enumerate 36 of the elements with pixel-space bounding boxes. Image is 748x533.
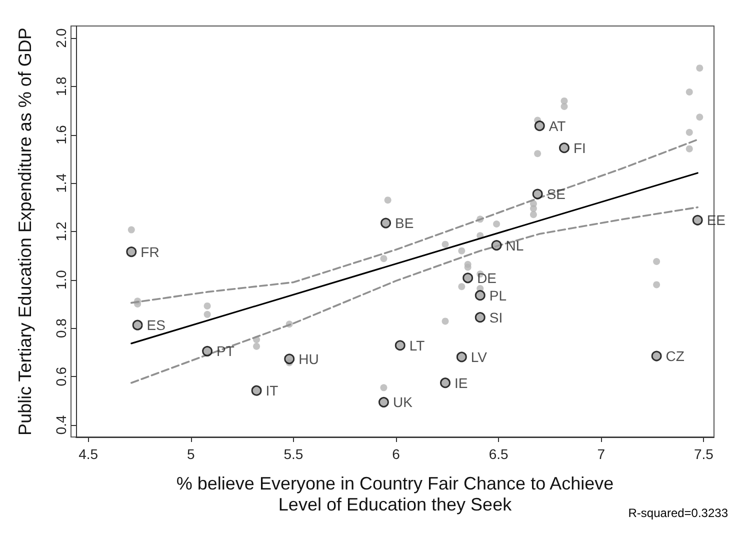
x-tick-label: 7.5 xyxy=(694,446,714,462)
data-label: ES xyxy=(146,317,166,334)
data-label: IE xyxy=(454,374,468,391)
y-axis-title: Public Tertiary Education Expenditure as % of GDP xyxy=(15,28,35,436)
x-tick-label: 7 xyxy=(597,446,606,462)
data-label: CZ xyxy=(666,348,685,364)
data-label: SI xyxy=(489,309,503,326)
data-label: NL xyxy=(506,237,524,254)
data-label: FI xyxy=(573,140,586,156)
y-tick-label: 1.4 xyxy=(53,173,69,193)
data-label: IT xyxy=(266,382,279,399)
text: R-squared=0.3233 xyxy=(628,506,728,520)
data-label: PL xyxy=(489,287,507,304)
x-axis-title: % believe Everyone in Country Fair Chance to Achieve Level of Education they Seek xyxy=(176,474,614,514)
data-label: FR xyxy=(140,244,160,260)
y-tick-label: 1.0 xyxy=(53,270,69,290)
y-tick-label: 1.6 xyxy=(53,124,69,145)
x-tick-label: 6 xyxy=(392,446,400,462)
data-label: BE xyxy=(395,215,414,232)
x-tick-label: 5 xyxy=(186,446,195,462)
y-tick-label: 0.6 xyxy=(53,366,69,386)
data-label: DE xyxy=(477,270,497,286)
y-tick-label: 0.4 xyxy=(53,414,69,435)
x-tick-label: 6.5 xyxy=(488,446,509,462)
data-label: PT xyxy=(216,343,235,360)
data-label: AT xyxy=(548,118,566,134)
data-label: UK xyxy=(392,394,414,410)
y-tick-label: 1.2 xyxy=(53,222,69,242)
y-tick-label: 2.0 xyxy=(53,28,69,48)
x-tick-label: 4.5 xyxy=(78,446,98,462)
y-tick-label: 1.8 xyxy=(53,76,69,96)
data-label: HU xyxy=(298,350,319,367)
x-tick-label: 5.5 xyxy=(284,446,304,462)
data-label: LT xyxy=(409,337,426,354)
data-label: LV xyxy=(470,348,488,365)
y-tick-label: 0.8 xyxy=(53,318,69,338)
